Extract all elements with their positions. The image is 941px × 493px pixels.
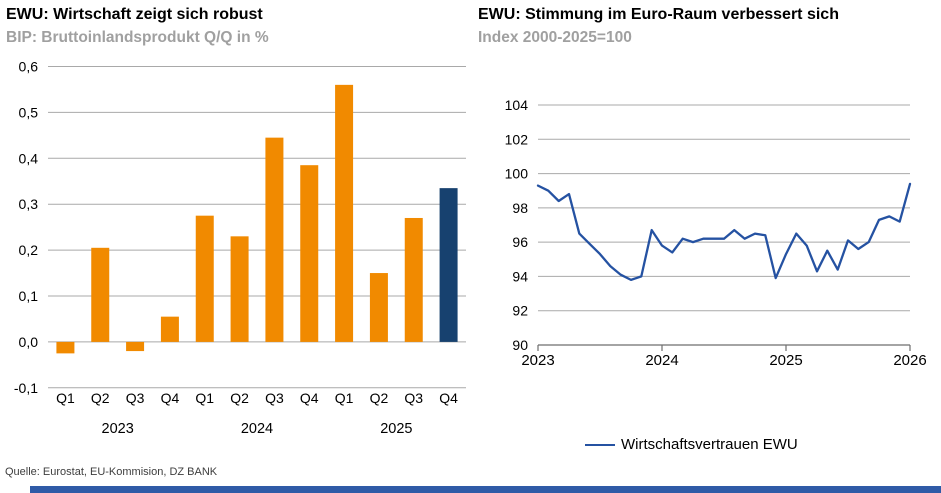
gdp-bar [439, 188, 458, 342]
y-axis-tick-label: 0,3 [19, 196, 39, 212]
x-axis-quarter-label: Q1 [195, 390, 214, 406]
gdp-bar [126, 341, 145, 352]
gdp-bar [335, 84, 354, 342]
y-axis-tick-label: 90 [512, 337, 528, 353]
y-axis-tick-label: 0,4 [19, 150, 39, 166]
y-axis-tick-label: 0,0 [19, 334, 39, 350]
x-axis-quarter-label: Q1 [335, 390, 354, 406]
right-chart-title: EWU: Stimmung im Euro-Raum verbessert si… [478, 6, 839, 23]
x-axis-quarter-label: Q2 [230, 390, 249, 406]
y-axis-tick-label: 0,1 [19, 288, 39, 304]
x-axis-quarter-label: Q4 [300, 390, 319, 406]
source-note: Quelle: Eurostat, EU-Kommision, DZ BANK [5, 466, 218, 478]
y-axis-tick-label: 0,2 [19, 242, 39, 258]
y-axis-tick-label: 98 [512, 200, 528, 216]
left-chart-subtitle: BIP: Bruttoinlandsprodukt Q/Q in % [6, 29, 269, 46]
x-axis-quarter-label: Q1 [56, 390, 75, 406]
y-axis-tick-label: -0,1 [14, 380, 38, 396]
y-axis-tick-label: 92 [512, 303, 528, 319]
gdp-bar [300, 165, 319, 342]
left-chart-title: EWU: Wirtschaft zeigt sich robust [6, 6, 263, 23]
x-axis-year-label: 2023 [521, 352, 554, 369]
y-axis-tick-label: 94 [512, 268, 528, 284]
gdp-bar [369, 273, 388, 342]
y-axis-tick-label: 100 [505, 166, 529, 182]
gdp-bar [160, 316, 179, 342]
x-axis-year-label: 2025 [769, 352, 802, 369]
gdp-bar [195, 215, 214, 342]
x-axis-quarter-label: Q4 [161, 390, 180, 406]
x-axis-year-label: 2025 [380, 421, 412, 437]
line-chart-legend: Wirtschaftsvertrauen EWU [585, 436, 798, 453]
x-axis-quarter-label: Q3 [126, 390, 145, 406]
y-axis-tick-label: 0,6 [19, 59, 39, 75]
gdp-bar [230, 236, 249, 342]
gdp-bar [91, 247, 110, 342]
y-axis-tick-label: 102 [505, 131, 529, 147]
x-axis-quarter-label: Q4 [439, 390, 458, 406]
x-axis-quarter-label: Q3 [404, 390, 423, 406]
gdp-bar [404, 217, 423, 342]
gdp-bar-chart: 0,6 0,5 0,4 0,3 0,2 0,1 0,0 -0,1 Q1 Q2 Q3 Q4 Q1 Q2 Q3 Q… [14, 59, 466, 437]
legend-label: Wirtschaftsvertrauen EWU [621, 436, 798, 453]
right-chart-subtitle: Index 2000-2025=100 [478, 29, 632, 46]
x-axis-quarter-label: Q2 [91, 390, 110, 406]
x-axis-year-label: 2023 [102, 421, 134, 437]
gdp-bar [265, 137, 284, 342]
footer-accent-bar [30, 486, 941, 493]
x-axis-year-label: 2024 [645, 352, 678, 369]
x-axis-quarter-label: Q3 [265, 390, 284, 406]
y-axis-tick-label: 104 [505, 97, 529, 113]
x-axis-quarter-label: Q2 [370, 390, 389, 406]
y-axis-tick-label: 0,5 [19, 104, 39, 120]
x-axis-year-label: 2026 [893, 352, 926, 369]
y-axis-tick-label: 96 [512, 234, 528, 250]
x-axis-year-label: 2024 [241, 421, 273, 437]
gdp-bar [56, 341, 75, 354]
sentiment-series-line [536, 182, 912, 282]
legend-line-swatch [585, 443, 615, 446]
